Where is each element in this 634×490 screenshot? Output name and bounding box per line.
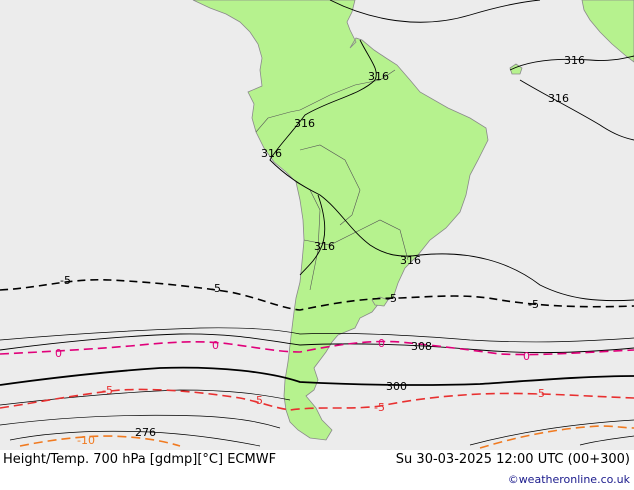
label-0-4: 0 bbox=[523, 350, 530, 363]
height-labels: 316 316 316 316 316 316 316 308 300 276 bbox=[135, 54, 585, 439]
contour-upper-308 bbox=[0, 327, 634, 343]
label-316-c: 316 bbox=[548, 92, 569, 105]
label-316-d: 316 bbox=[294, 117, 315, 130]
label-neg5-red-4: -5 bbox=[534, 387, 545, 400]
label-neg5-black-3: -5 bbox=[386, 292, 397, 305]
contour-lower-1 bbox=[0, 389, 291, 406]
map-panel: 316 316 316 316 316 316 316 308 300 276 … bbox=[0, 0, 634, 450]
label-316-a: 316 bbox=[368, 70, 389, 83]
africa-landmass bbox=[581, 0, 634, 63]
contour-300 bbox=[0, 366, 634, 386]
map-title: Height/Temp. 700 hPa [gdmp][°C] ECMWF bbox=[3, 452, 277, 467]
label-neg5-black-1: -5 bbox=[60, 274, 71, 287]
label-0-1: 0 bbox=[55, 347, 62, 360]
contour-316-inner bbox=[299, 194, 326, 276]
label-308: 308 bbox=[411, 340, 432, 353]
isotherm-0 bbox=[0, 340, 634, 356]
label-276: 276 bbox=[135, 426, 156, 439]
label-300: 300 bbox=[386, 380, 407, 393]
isotherm-neg10 bbox=[19, 435, 181, 447]
contour-316-andes bbox=[269, 39, 634, 302]
isotherm-neg5-black-dashed bbox=[0, 278, 634, 311]
label-316-g: 316 bbox=[400, 254, 421, 267]
label-neg5-red-1: -5 bbox=[102, 384, 113, 397]
label-neg5-red-3: -5 bbox=[374, 401, 385, 414]
map-canvas: 316 316 316 316 316 316 316 308 300 276 … bbox=[0, 0, 634, 449]
contour-276 bbox=[9, 430, 261, 447]
label-316-f: 316 bbox=[314, 240, 335, 253]
contour-308 bbox=[0, 333, 634, 354]
label-0-2: 0 bbox=[212, 339, 219, 352]
footer-bar: Height/Temp. 700 hPa [gdmp][°C] ECMWF Su… bbox=[0, 450, 634, 490]
valid-time: Su 30-03-2025 12:00 UTC (00+300) bbox=[395, 452, 630, 467]
label-neg5-black-2: -5 bbox=[210, 282, 221, 295]
contour-316-right2 bbox=[519, 79, 634, 141]
credit-link[interactable]: ©weatheronline.co.uk bbox=[507, 473, 630, 486]
label-neg5-black-4: -5 bbox=[528, 298, 539, 311]
temp-labels: -5 -5 -5 -5 0 0 0 0 -5 -5 -5 -5 -10 bbox=[55, 274, 545, 447]
label-neg5-red-2: -5 bbox=[252, 394, 263, 407]
isotherm-neg5-red bbox=[0, 388, 634, 411]
contour-316-top bbox=[329, 0, 541, 23]
label-316-e: 316 bbox=[261, 147, 282, 160]
contour-lower-right2 bbox=[579, 435, 634, 446]
contour-lower-2 bbox=[0, 414, 281, 429]
south-america-landmass bbox=[192, 0, 489, 441]
label-316-b: 316 bbox=[564, 54, 585, 67]
contour-316-right bbox=[509, 55, 634, 71]
contour-lower-right bbox=[469, 419, 634, 446]
height-contours bbox=[0, 0, 634, 447]
label-neg10: -10 bbox=[77, 434, 95, 447]
isotherm-neg10-right bbox=[479, 425, 634, 449]
label-0-3: 0 bbox=[378, 337, 385, 350]
